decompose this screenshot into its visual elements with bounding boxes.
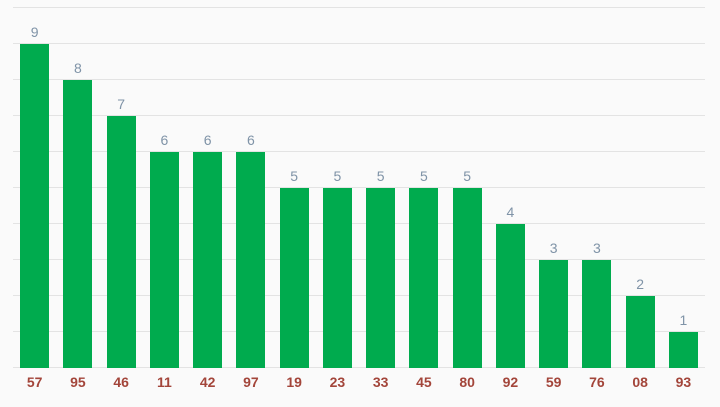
bar-value-label: 9 (30, 24, 39, 40)
gridline (13, 79, 705, 80)
bar-slot: 5 (273, 8, 316, 368)
plot-area: 9 8 7 6 6 6 5 5 5 5 5 4 3 3 2 1 (13, 7, 705, 368)
bar[interactable] (582, 260, 612, 368)
bar[interactable] (279, 188, 309, 368)
bar[interactable] (668, 332, 698, 368)
x-axis-label: 45 (416, 374, 432, 390)
bar-slot: 3 (532, 8, 575, 368)
bar-slot: 4 (489, 8, 532, 368)
bar[interactable] (193, 152, 223, 368)
x-axis-label: 42 (199, 374, 216, 390)
gridline (13, 151, 705, 152)
bar-slot: 5 (402, 8, 445, 368)
bar-value-label: 5 (376, 168, 385, 184)
x-axis-label: 93 (675, 374, 692, 390)
x-axis-label: 23 (329, 374, 346, 390)
bar-slot: 6 (186, 8, 229, 368)
bar[interactable] (409, 188, 439, 368)
bar-slot: 6 (229, 8, 272, 368)
bar-slot: 5 (359, 8, 402, 368)
bar-value-label: 7 (117, 96, 126, 112)
x-axis-label: 19 (286, 374, 302, 390)
bar[interactable] (236, 152, 266, 368)
bar[interactable] (366, 188, 396, 368)
bar[interactable] (149, 152, 179, 368)
x-axis-label: 59 (545, 374, 562, 390)
bar-value-label: 5 (290, 168, 299, 184)
bar-value-label: 4 (506, 204, 515, 220)
x-axis-label: 57 (26, 374, 43, 390)
x-axis-label: 97 (243, 374, 259, 390)
bar-value-label: 5 (419, 168, 428, 184)
bar[interactable] (539, 260, 569, 368)
bar-slot: 5 (316, 8, 359, 368)
x-axis-label: 80 (459, 374, 475, 390)
gridline (13, 43, 705, 44)
bar-value-label: 5 (463, 168, 472, 184)
bar[interactable] (20, 44, 50, 368)
bar-value-label: 6 (203, 132, 212, 148)
bar-value-label: 8 (73, 60, 82, 76)
bars-container: 9 8 7 6 6 6 5 5 5 5 5 4 3 3 2 1 (13, 8, 705, 368)
gridline (13, 259, 705, 260)
bar-slot: 8 (56, 8, 99, 368)
x-axis-label: 92 (502, 374, 519, 390)
bar-slot: 1 (662, 8, 705, 368)
x-axis-label: 76 (589, 374, 605, 390)
bar-slot: 2 (619, 8, 662, 368)
bar[interactable] (495, 224, 525, 368)
gridline (13, 367, 705, 368)
x-axis-label: 08 (632, 374, 648, 390)
gridline (13, 7, 705, 8)
bar-slot: 9 (13, 8, 56, 368)
gridline (13, 187, 705, 188)
bar[interactable] (322, 188, 352, 368)
gridline (13, 331, 705, 332)
bar-value-label: 3 (592, 240, 601, 256)
bar-slot: 6 (143, 8, 186, 368)
bar[interactable] (63, 80, 93, 368)
bar-value-label: 5 (333, 168, 342, 184)
x-axis-label: 46 (113, 374, 129, 390)
gridline (13, 223, 705, 224)
gridlines (13, 7, 705, 368)
bar-slot: 3 (575, 8, 618, 368)
bar-slot: 7 (100, 8, 143, 368)
x-axis-label: 33 (372, 374, 389, 390)
gridline (13, 295, 705, 296)
bar-value-label: 6 (246, 132, 255, 148)
x-axis: 57 95 46 11 42 97 19 23 33 45 80 92 59 76 08 93 (13, 374, 705, 390)
x-axis-label: 95 (70, 374, 86, 390)
bar-slot: 5 (446, 8, 489, 368)
bar[interactable] (625, 296, 655, 368)
bar[interactable] (106, 116, 136, 368)
gridline (13, 115, 705, 116)
bar-value-label: 1 (679, 312, 688, 328)
x-axis-label: 11 (156, 374, 172, 390)
bar-value-label: 3 (549, 240, 558, 256)
bar-value-label: 2 (636, 276, 645, 292)
bar[interactable] (452, 188, 482, 368)
bar-value-label: 6 (160, 132, 169, 148)
